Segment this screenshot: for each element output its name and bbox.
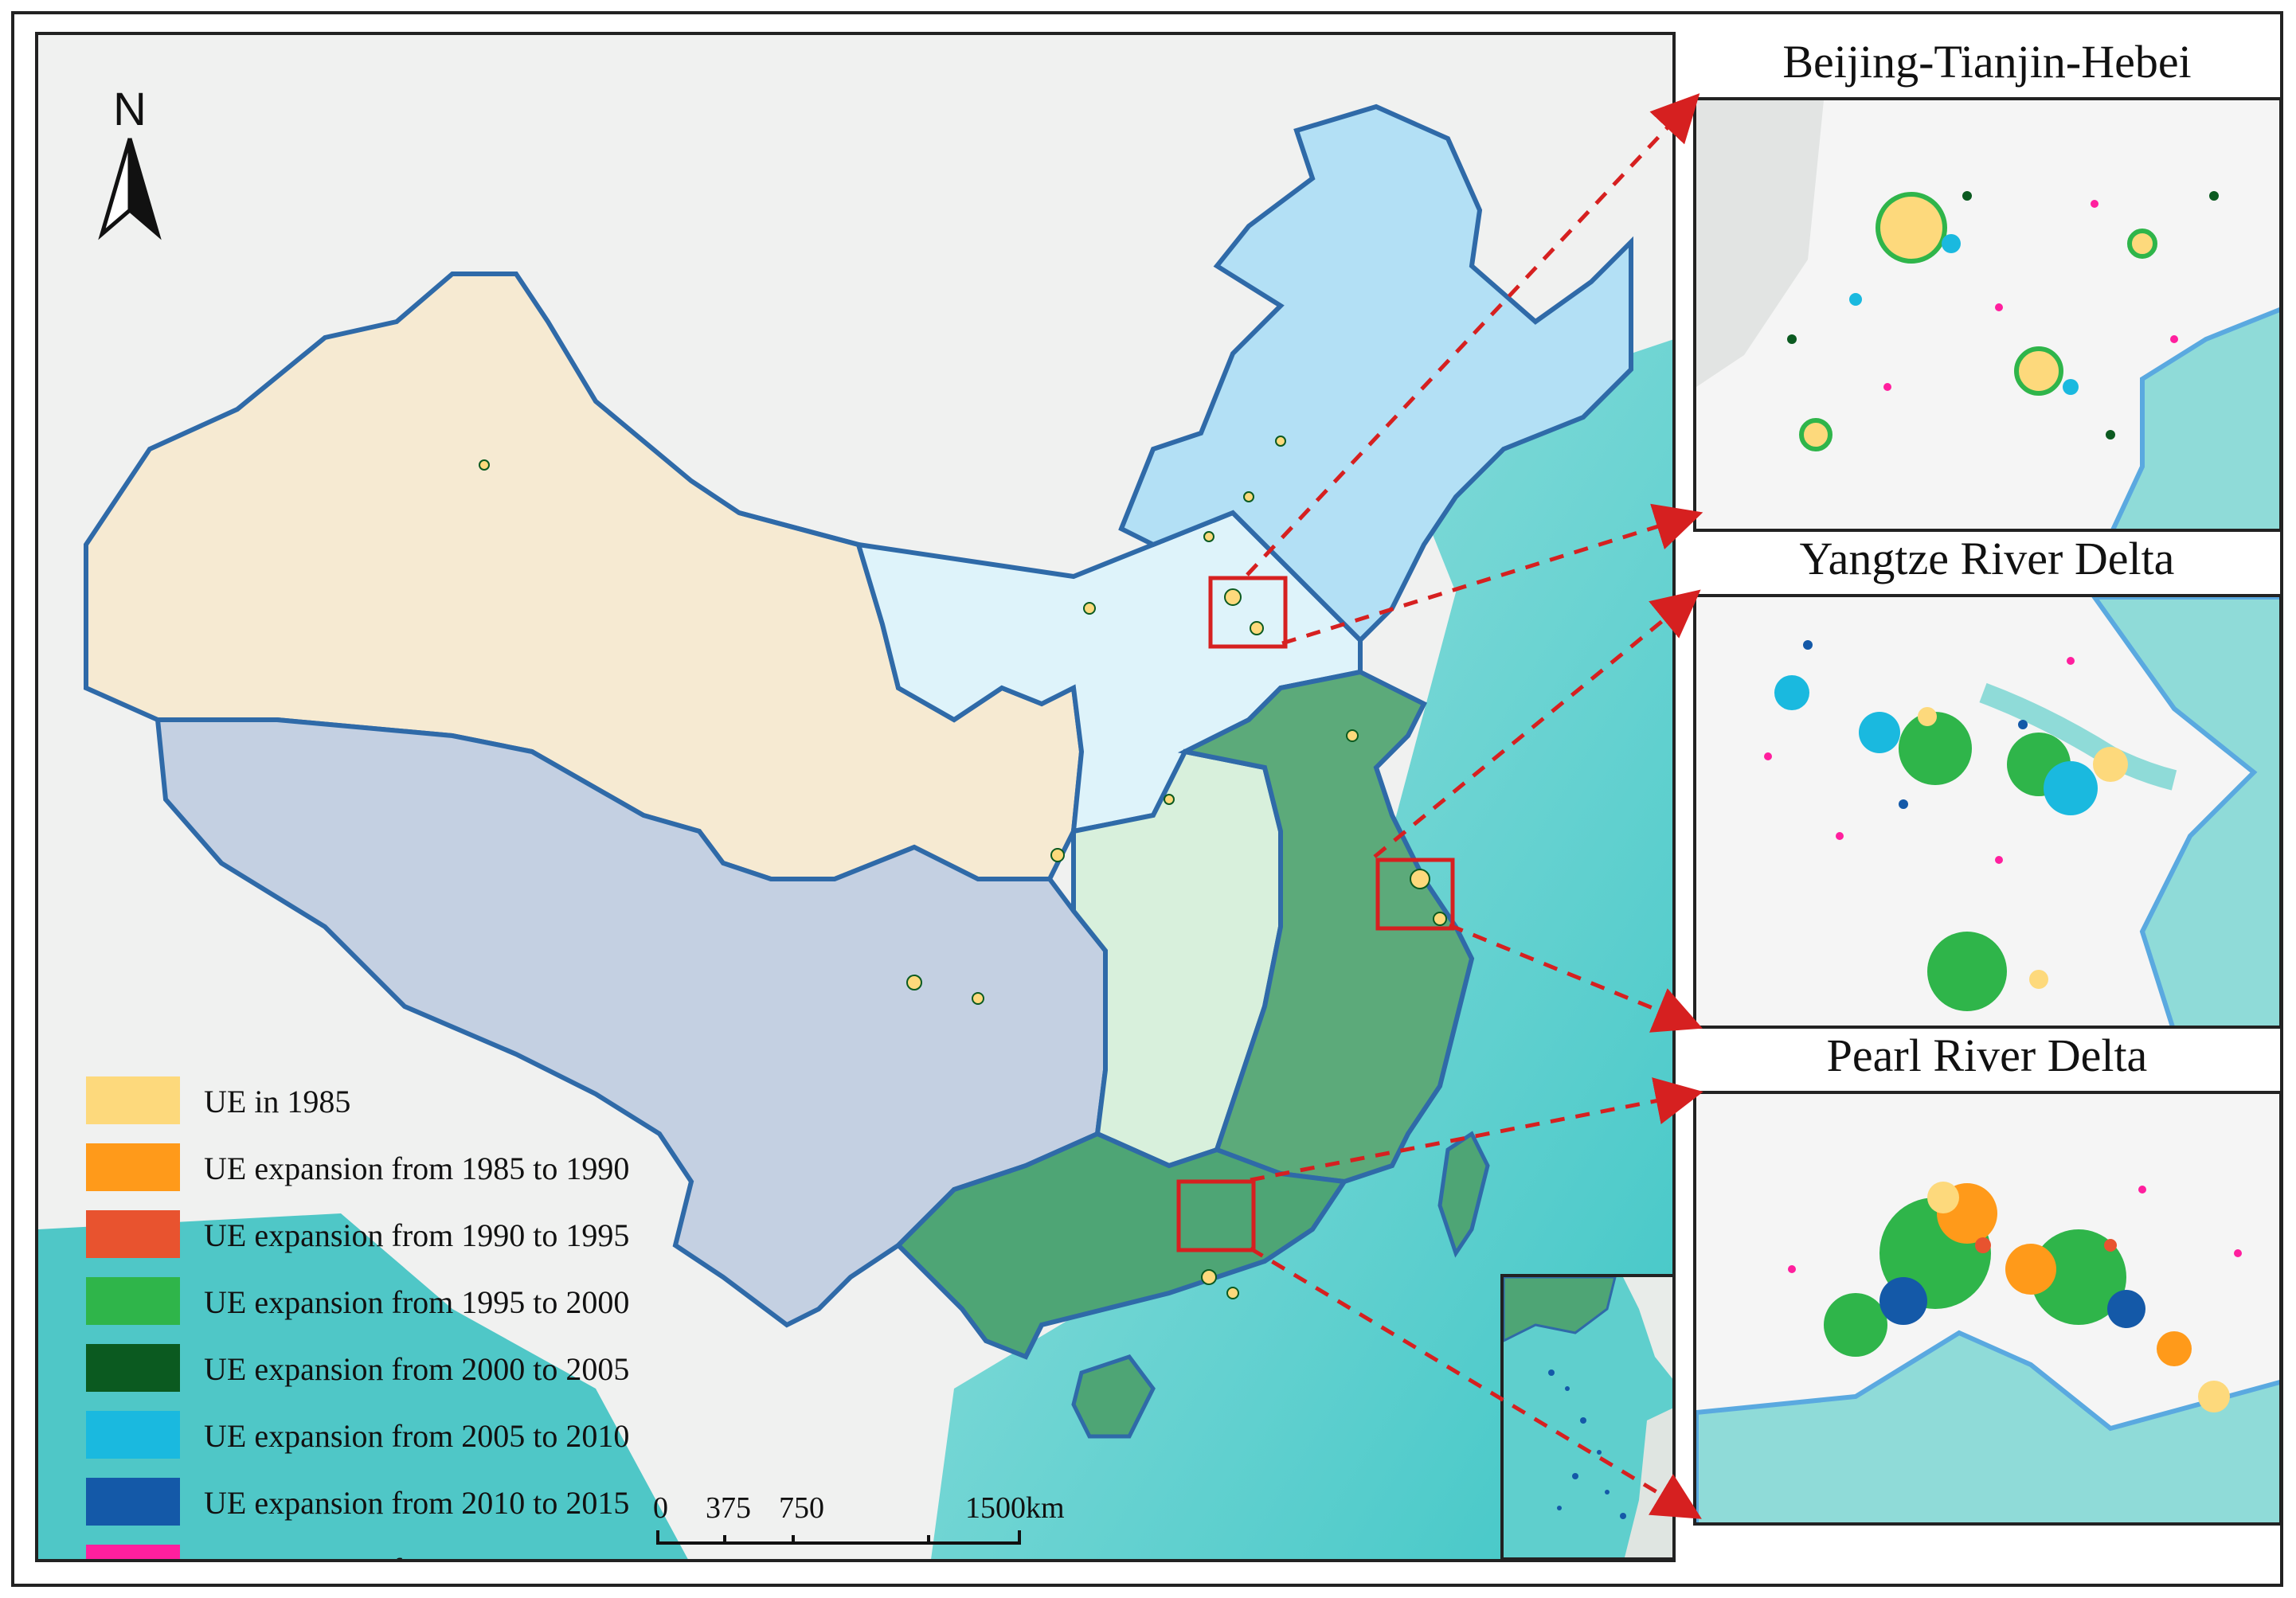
legend-item: UE expansion from 2015 to 2020 <box>86 1545 803 1559</box>
legend-swatch <box>86 1277 180 1325</box>
legend-swatch <box>86 1411 180 1459</box>
panel-pearl-river-delta[interactable] <box>1693 1091 2282 1526</box>
panel-yangtze-river-delta[interactable] <box>1693 594 2282 1029</box>
south-china-sea-inset <box>1500 1274 1672 1559</box>
scale-bar: 0 375 750 1500km <box>653 1491 1067 1554</box>
north-arrow: N <box>86 83 174 250</box>
legend-label: UE expansion from 2000 to 2005 <box>204 1351 630 1387</box>
scale-bar-line <box>656 1530 1021 1545</box>
legend-label: UE expansion from 2005 to 2010 <box>204 1418 630 1454</box>
yrd-detail-map <box>1696 597 2279 1026</box>
china-region-map <box>38 35 1672 1559</box>
legend-swatch <box>86 1210 180 1258</box>
legend-swatch <box>86 1344 180 1392</box>
legend-item: UE expansion from 2005 to 2010 <box>86 1411 803 1462</box>
legend-swatch <box>86 1545 180 1559</box>
highlight-box-prd[interactable] <box>1176 1179 1256 1252</box>
scale-tick-label: 0 <box>653 1491 668 1525</box>
legend-item: UE expansion from 1990 to 1995 <box>86 1210 803 1261</box>
panel-title-prd: Pearl River Delta <box>1826 1030 2148 1081</box>
legend-label: UE in 1985 <box>204 1084 351 1119</box>
highlight-box-yrd[interactable] <box>1375 858 1455 931</box>
legend-label: UE expansion from 1985 to 1990 <box>204 1151 630 1186</box>
legend-item: UE expansion from 2010 to 2015 <box>86 1478 803 1529</box>
scale-tick-label: 1500km <box>965 1491 1065 1525</box>
legend-label: UE expansion from 2015 to 2020 <box>204 1551 629 1559</box>
bth-detail-map <box>1696 100 2279 529</box>
legend-item: UE in 1985 <box>86 1076 803 1127</box>
legend-label: UE expansion from 1995 to 2000 <box>204 1284 630 1320</box>
indian-ocean <box>38 1213 688 1559</box>
panel-title-bth: Beijing-Tianjin-Hebei <box>1782 36 2192 88</box>
inset-map <box>1504 1277 1672 1557</box>
legend-label: UE expansion from 1990 to 1995 <box>204 1217 630 1253</box>
north-arrow-icon <box>98 138 162 240</box>
panel-beijing-tianjin-hebei[interactable] <box>1693 97 2282 532</box>
legend-item: UE expansion from 2000 to 2005 <box>86 1344 803 1395</box>
legend-swatch <box>86 1143 180 1191</box>
scale-tick-label: 750 <box>779 1491 824 1525</box>
legend-swatch <box>86 1478 180 1526</box>
legend-label: UE expansion from 2010 to 2015 <box>204 1485 630 1521</box>
panel-title-yrd: Yangtze River Delta <box>1799 533 2175 584</box>
north-label: N <box>113 84 147 135</box>
prd-detail-map <box>1696 1094 2279 1522</box>
legend-swatch <box>86 1076 180 1124</box>
main-map[interactable]: N UE in 1985 UE expansion from 1985 to 1… <box>35 32 1676 1562</box>
legend-item: UE expansion from 1985 to 1990 <box>86 1143 803 1194</box>
urban-extent-dots <box>479 436 1447 1299</box>
legend-item: UE expansion from 1995 to 2000 <box>86 1277 803 1328</box>
scale-tick-label: 375 <box>706 1491 751 1525</box>
hainan-island <box>1071 1354 1156 1439</box>
